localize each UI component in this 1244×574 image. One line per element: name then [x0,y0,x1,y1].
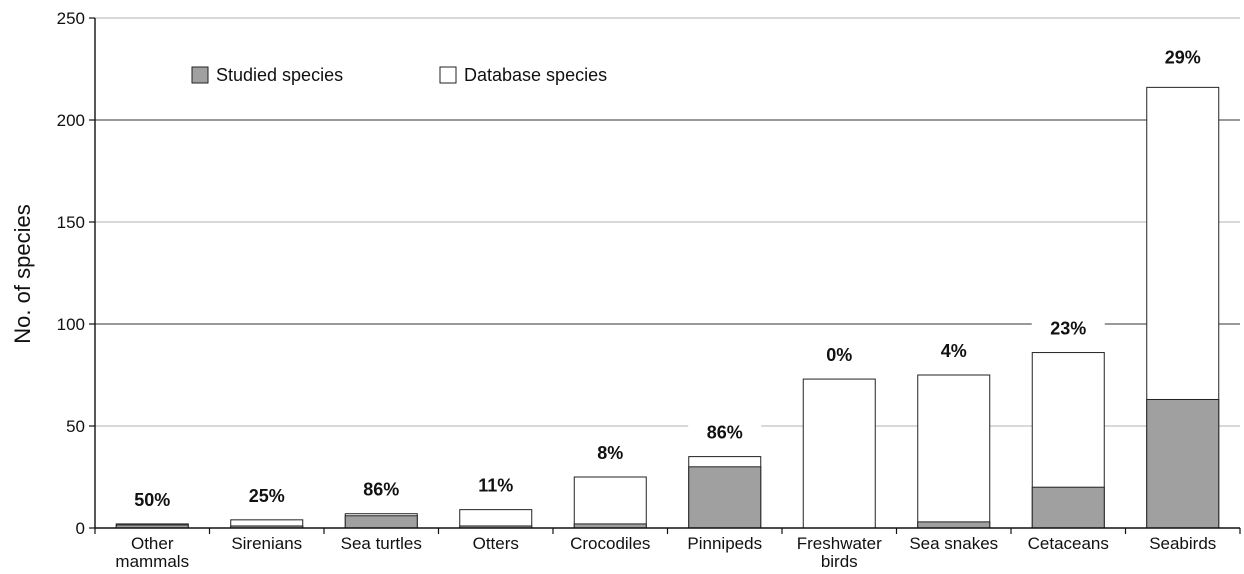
percent-label-backdrop [1031,316,1105,341]
percent-label-backdrop [115,487,189,512]
bar-studied [1146,398,1220,529]
percent-label-backdrop [688,420,762,445]
axes [89,17,1241,534]
bar-studied [344,515,418,529]
y-tick-labels: 0 50 100 150 200 250 [57,9,85,538]
legend-label-studied: Studied species [216,65,343,85]
bar-studied [917,521,991,529]
legend: Studied species Database species [191,65,607,85]
x-category-label: Cetaceans [1028,534,1109,553]
percent-label: 8% [597,443,623,463]
y-tick-label: 150 [57,213,85,232]
y-tick-label: 250 [57,9,85,28]
x-category-label: Seabirds [1149,534,1216,553]
percent-label: 50% [134,490,170,510]
x-category-label: Sea turtles [341,534,422,553]
bar-studied [688,466,762,529]
percent-label: 86% [707,423,743,443]
percent-label-backdrop [1146,45,1220,70]
bar-database [459,509,533,529]
x-category-label: Crocodiles [570,534,650,553]
percent-label: 23% [1050,319,1086,339]
percent-label: 25% [249,486,285,506]
x-category-label: Pinnipeds [687,534,762,553]
x-category-label: Sea snakes [909,534,998,553]
percent-annotations: 50% 25% 86% 11% 8% 86% 0% 4% 23% 29% [115,45,1220,512]
percent-label-backdrop [230,483,304,508]
x-category-label: Other mammals [115,534,189,571]
percent-label-backdrop [344,477,418,502]
y-tick-label: 100 [57,315,85,334]
bar-database [573,476,647,529]
bars [115,86,1220,529]
legend-label-database: Database species [464,65,607,85]
percent-label-backdrop [459,473,533,498]
percent-label: 11% [478,476,513,496]
x-category-label: Freshwater birds [797,534,882,571]
legend-swatch-studied [191,66,209,84]
percent-label: 4% [941,341,967,361]
percent-label-backdrop [808,343,871,368]
percent-label-backdrop [922,339,985,363]
percent-label: 86% [363,480,399,500]
percent-label: 29% [1165,47,1201,67]
x-category-labels: Other mammals Sirenians Sea turtles Otters Cr… [115,534,1216,571]
bar-database [802,378,876,529]
percent-label: 0% [826,345,852,365]
y-axis-title: No. of species [10,204,35,343]
legend-swatch-database [439,66,457,84]
x-category-label: Sirenians [231,534,302,553]
bar-database [917,374,991,529]
bar-studied [1031,486,1105,529]
y-tick-label: 50 [66,417,85,436]
percent-label-backdrop [579,441,642,465]
x-category-label: Otters [473,534,519,553]
y-tick-label: 0 [76,519,85,538]
y-tick-label: 200 [57,111,85,130]
